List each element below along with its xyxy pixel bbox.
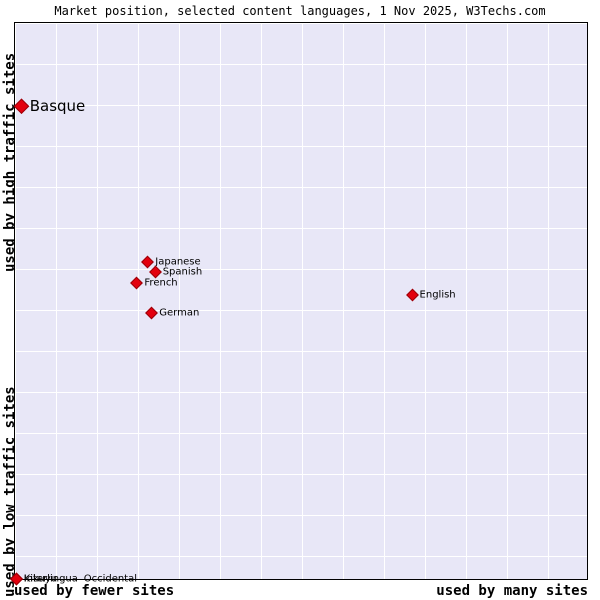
point-label: German [159, 307, 200, 319]
data-point[interactable]: English [405, 288, 456, 302]
data-point[interactable]: Basque [13, 96, 86, 115]
data-point[interactable]: German [145, 306, 200, 320]
data-point[interactable]: Spanish [148, 265, 203, 279]
diamond-marker-icon [148, 265, 162, 279]
point-label: French [144, 277, 178, 289]
point-label: Japanese [155, 256, 201, 268]
point-label: Interlingua [23, 573, 78, 585]
point-label: Kikuyu [23, 573, 58, 585]
point-label: Basque [29, 96, 86, 115]
data-point[interactable]: Japanese [141, 255, 201, 269]
diamond-marker-icon [145, 306, 159, 320]
data-point[interactable]: French [130, 276, 178, 290]
point-label: Spanish [162, 266, 203, 278]
point-label: Occidental [83, 573, 138, 585]
data-point[interactable]: Occidental [9, 572, 138, 586]
point-label: English [419, 289, 456, 301]
chart-title: Market position, selected content langua… [54, 4, 546, 18]
diamond-marker-icon [405, 288, 419, 302]
plot-area: Basque Japanese Spanish French German En… [9, 22, 588, 586]
x-axis-label-many-sites: used by many sites [436, 583, 588, 599]
diamond-marker-icon [130, 276, 144, 290]
data-point[interactable]: Interlingua [9, 572, 78, 586]
data-point[interactable]: Kikuyu [9, 572, 58, 586]
diamond-marker-icon [13, 98, 29, 114]
x-axis-label-fewer-sites: used by fewer sites [14, 583, 175, 599]
